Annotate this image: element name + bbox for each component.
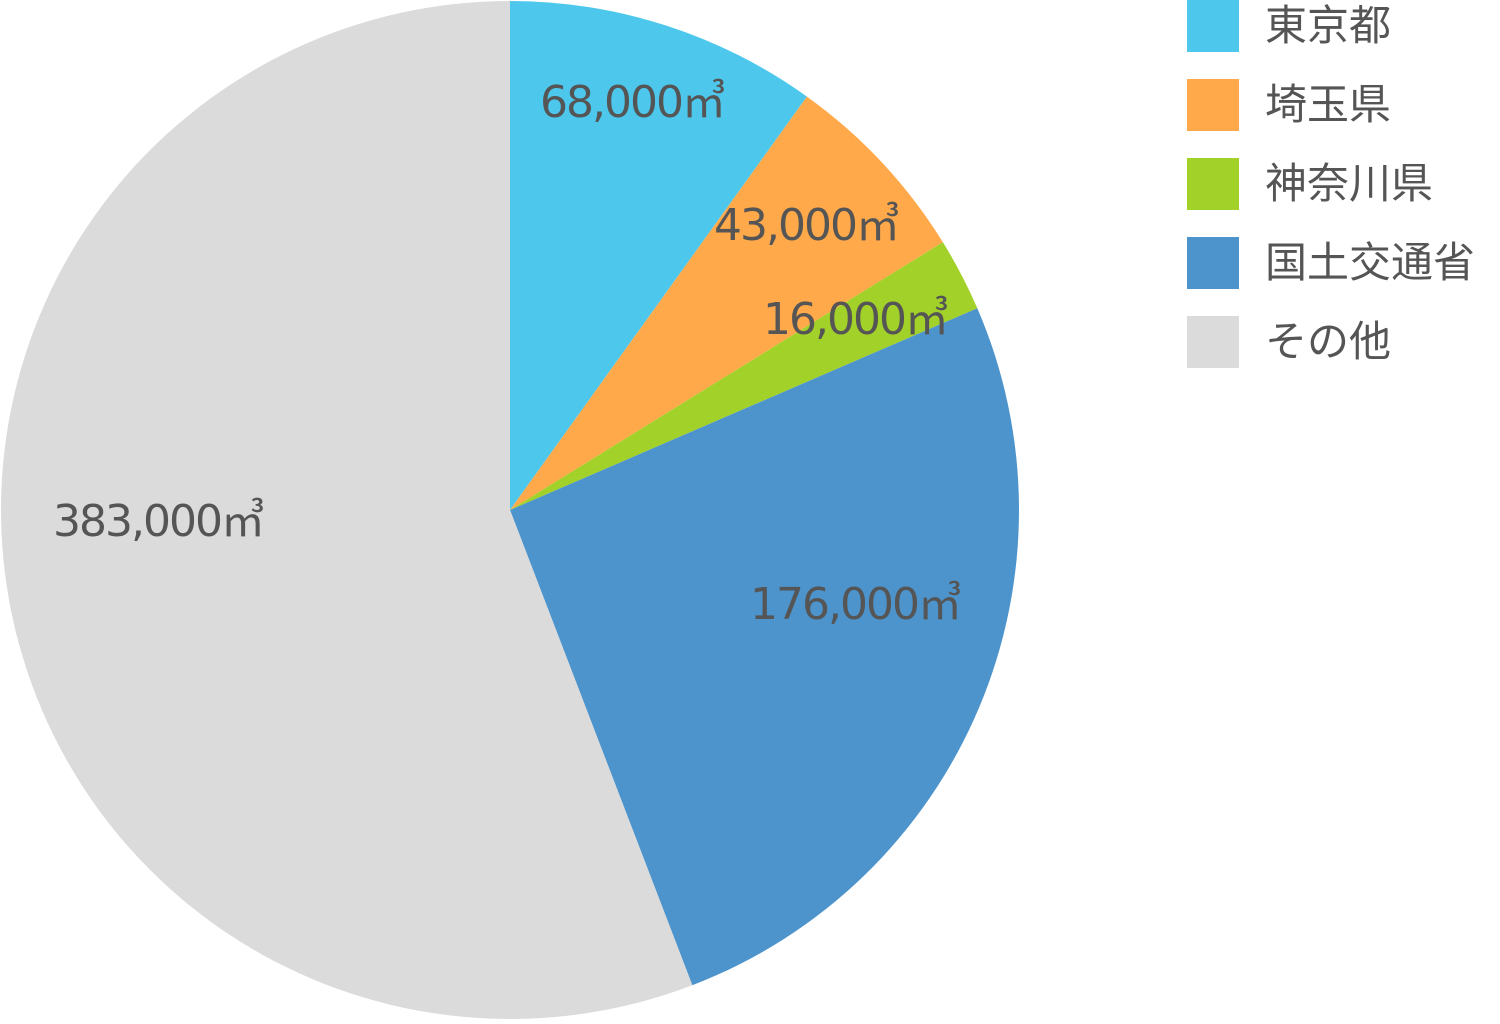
legend-swatch bbox=[1187, 0, 1239, 52]
legend-swatch bbox=[1187, 79, 1239, 131]
slice-value-label: 68,000㎥ bbox=[540, 77, 724, 128]
legend-item: その他 bbox=[1187, 316, 1391, 368]
pie-slice-labels: 68,000㎥ 43,000㎥ 16,000㎥ 176,000㎥ 383,000㎥ bbox=[53, 77, 962, 630]
slice-value-label: 176,000㎥ bbox=[750, 579, 960, 630]
legend-swatch bbox=[1187, 158, 1239, 210]
legend-item: 埼玉県 bbox=[1187, 79, 1391, 131]
legend-item: 国土交通省 bbox=[1187, 237, 1475, 289]
legend-label: 国土交通省 bbox=[1265, 238, 1476, 287]
pie-slice bbox=[510, 308, 1019, 986]
pie-slice bbox=[510, 242, 978, 510]
legend-label: その他 bbox=[1265, 317, 1392, 366]
legend-label: 神奈川県 bbox=[1265, 159, 1434, 208]
slice-value-label: 43,000㎥ bbox=[714, 200, 898, 251]
slice-value-label: 383,000㎥ bbox=[53, 496, 263, 547]
pie-slice bbox=[510, 0, 807, 510]
pie-slices bbox=[1, 0, 1019, 1019]
legend-swatch bbox=[1187, 316, 1239, 368]
pie-slice bbox=[1, 1, 693, 1019]
legend-swatch bbox=[1187, 237, 1239, 289]
slice-value-label: 16,000㎥ bbox=[763, 294, 947, 345]
pie-slice bbox=[510, 96, 943, 510]
legend-item: 東京都 bbox=[1187, 0, 1391, 52]
legend-item: 神奈川県 bbox=[1187, 158, 1433, 210]
legend-label: 埼玉県 bbox=[1265, 80, 1392, 129]
legend-label: 東京都 bbox=[1265, 1, 1392, 50]
